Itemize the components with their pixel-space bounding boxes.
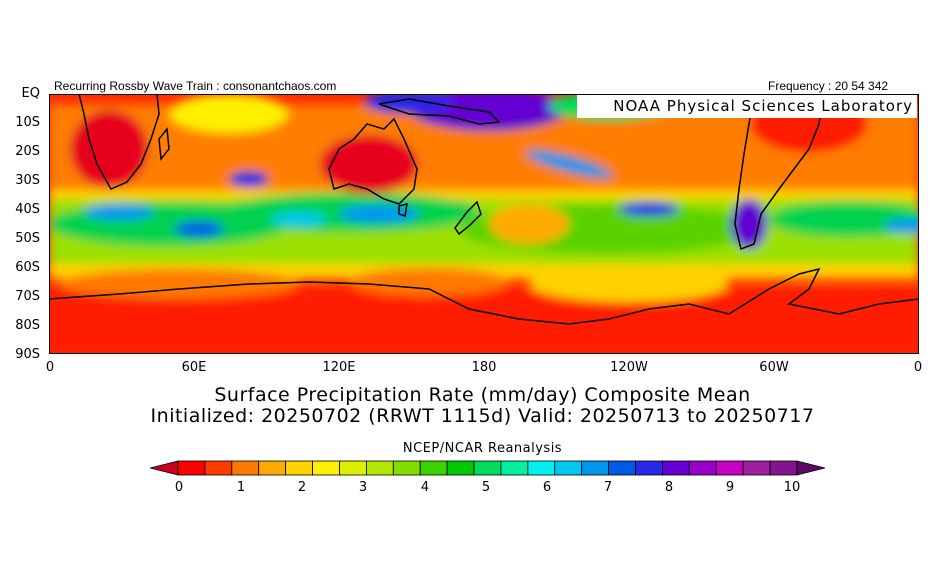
colorbar-swatch <box>635 460 663 476</box>
colorbar-swatch <box>715 460 744 476</box>
lon-label: 120W <box>610 360 648 375</box>
colorbar-swatch <box>419 460 448 476</box>
colorbar-swatch <box>769 460 798 476</box>
lat-label: 40S <box>15 202 40 217</box>
colorbar-swatch <box>473 460 502 476</box>
lat-label: 20S <box>15 144 40 159</box>
lat-label: 80S <box>15 318 40 333</box>
colorbar-tick-label: 0 <box>174 480 184 495</box>
colorbar-swatch <box>258 460 287 476</box>
colorbar-swatch <box>662 460 690 476</box>
colorbar-tick-label: 3 <box>358 480 368 495</box>
colorbar-swatch <box>527 460 556 476</box>
lat-label: EQ <box>21 86 40 101</box>
chart-title-line2: Initialized: 20250702 (RRWT 1115d) Valid… <box>150 405 815 427</box>
source-label: NCEP/NCAR Reanalysis <box>402 441 563 456</box>
colorbar-swatch <box>312 460 340 476</box>
colorbar-tick-label: 7 <box>603 480 613 495</box>
colorbar-tick-label: 10 <box>783 480 801 495</box>
coastlines <box>49 94 919 325</box>
colorbar-swatch <box>446 460 475 476</box>
colorbar-tick-label: 5 <box>481 480 491 495</box>
colorbar-swatch <box>688 460 717 476</box>
colorbar-tick-label: 2 <box>297 480 307 495</box>
lon-label: 0 <box>45 360 55 375</box>
colorbar-tick-label: 1 <box>236 480 246 495</box>
colorbar-arrow-left <box>150 460 179 476</box>
lat-label: 90S <box>15 347 40 362</box>
colorbar-swatch <box>608 460 636 476</box>
colorbar-tick-label: 9 <box>725 480 735 495</box>
colorbar-swatch <box>365 460 394 476</box>
lon-label: 180 <box>471 360 497 375</box>
precip-field <box>49 94 919 354</box>
colorbar-swatch <box>392 460 421 476</box>
lat-label: 10S <box>15 115 40 130</box>
header-frequency: Frequency : 20 54 342 <box>768 79 889 93</box>
colorbar-tick-label: 4 <box>420 480 430 495</box>
lon-label: 120E <box>322 360 356 375</box>
colorbar-tick-label: 8 <box>664 480 674 495</box>
colorbar-tick-label: 6 <box>542 480 552 495</box>
header-title: Recurring Rossby Wave Train : consonantc… <box>54 79 337 93</box>
colorbar-swatch <box>177 460 206 476</box>
colorbar-swatch <box>581 460 610 476</box>
lat-label: 30S <box>15 173 40 188</box>
lon-label: 60E <box>181 360 207 375</box>
colorbar <box>150 460 825 476</box>
lon-label: 0 <box>913 360 923 375</box>
lon-label: 60W <box>759 360 789 375</box>
colorbar-swatch <box>285 460 313 476</box>
colorbar-swatch <box>204 460 233 476</box>
colorbar-swatch <box>339 460 367 476</box>
colorbar-swatch <box>554 460 583 476</box>
colorbar-swatch <box>742 460 771 476</box>
chart-title-line1: Surface Precipitation Rate (mm/day) Comp… <box>214 384 751 406</box>
colorbar-swatch <box>500 460 529 476</box>
precipitation-map <box>49 94 919 354</box>
colorbar-swatch <box>231 460 260 476</box>
credit-label: NOAA Physical Sciences Laboratory <box>577 95 917 118</box>
colorbar-arrow-right <box>796 460 825 476</box>
lat-label: 70S <box>15 289 40 304</box>
lat-label: 60S <box>15 260 40 275</box>
lat-label: 50S <box>15 231 40 246</box>
